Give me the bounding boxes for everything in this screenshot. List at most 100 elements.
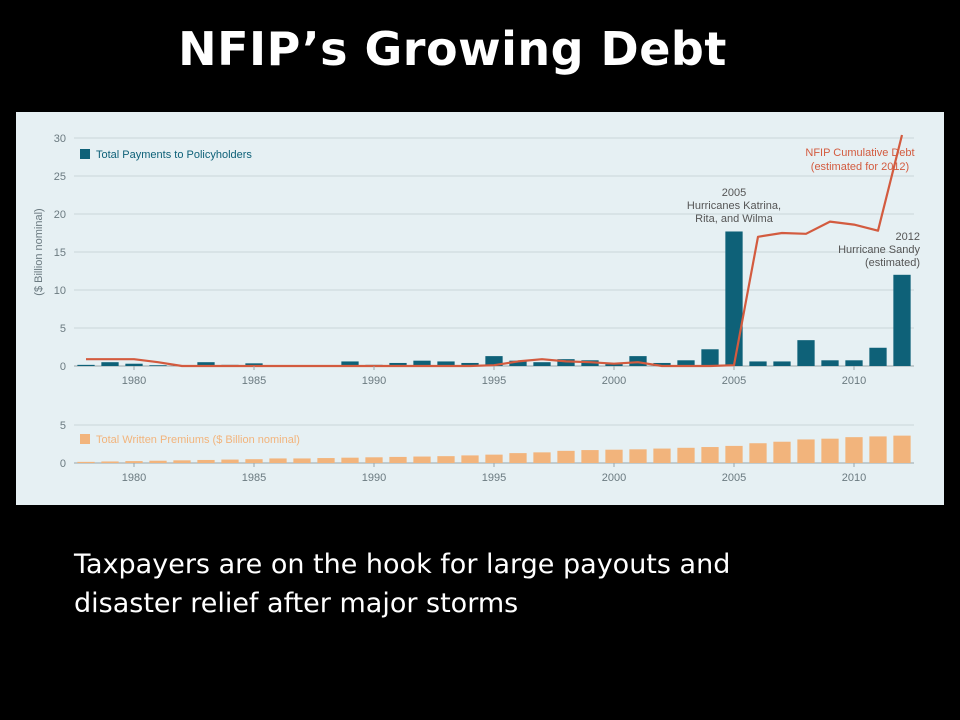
payments-bar-2008 xyxy=(797,340,815,366)
payments-bar-1992 xyxy=(413,360,431,366)
sandy-annotation-line-3: (estimated) xyxy=(865,257,920,269)
caption-line-1: Taxpayers are on the hook for large payo… xyxy=(74,549,731,580)
payments-bar-1979 xyxy=(101,362,119,366)
premiums-bar-1992 xyxy=(413,456,431,463)
top-ytick-25: 25 xyxy=(54,171,66,183)
payments-bar-1998 xyxy=(557,359,575,366)
premiums-bar-2006 xyxy=(749,443,767,463)
payments-bar-1981 xyxy=(149,365,167,366)
premiums-bar-1995 xyxy=(485,454,503,463)
premiums-bar-1981 xyxy=(149,460,167,463)
payments-bar-2006 xyxy=(749,361,767,366)
top-ytick-30: 30 xyxy=(54,133,66,145)
premiums-bar-1991 xyxy=(389,456,407,463)
payments-bar-2009 xyxy=(821,360,839,366)
bottom-xtick-1980: 1980 xyxy=(122,472,146,484)
payments-bar-2005 xyxy=(725,231,743,366)
bottom-xtick-1995: 1995 xyxy=(482,472,506,484)
premiums-bar-1993 xyxy=(437,456,455,463)
payments-bar-1985 xyxy=(245,363,263,366)
premiums-bar-1996 xyxy=(509,453,527,463)
premiums-bar-2000 xyxy=(605,449,623,463)
payments-bar-1983 xyxy=(197,362,215,366)
payments-bar-2000 xyxy=(605,364,623,366)
nfip-chart: 0 5 10 15 20 25 30 ($ Billion nominal) 1980 1985 1… xyxy=(33,133,920,484)
payments-bar-1991 xyxy=(389,362,407,366)
payments-bar-1996 xyxy=(509,360,527,366)
payments-bar-1997 xyxy=(533,362,551,366)
bottom-xtick-2005: 2005 xyxy=(722,472,746,484)
top-ytick-0: 0 xyxy=(60,361,66,373)
payments-legend-label: Total Payments to Policyholders xyxy=(96,149,252,161)
top-xtick-1990: 1990 xyxy=(362,375,386,387)
payments-bar-1995 xyxy=(485,356,503,366)
payments-bar-2011 xyxy=(869,347,887,366)
premiums-bar-2008 xyxy=(797,439,815,463)
bottom-xtick-2010: 2010 xyxy=(842,472,866,484)
premiums-bar-1987 xyxy=(293,458,311,463)
sandy-annotation-line-2: Hurricane Sandy xyxy=(838,244,920,256)
katrina-annotation-line-2: Hurricanes Katrina, xyxy=(687,200,781,212)
chart-panel: 0 5 10 15 20 25 30 ($ Billion nominal) 1980 1985 1… xyxy=(16,112,944,505)
premiums-bar-1997 xyxy=(533,452,551,463)
premiums-bar-2003 xyxy=(677,447,695,463)
katrina-annotation-line-3: Rita, and Wilma xyxy=(695,213,774,225)
premiums-bar-1989 xyxy=(341,457,359,463)
top-xtick-2010: 2010 xyxy=(842,375,866,387)
top-ylabel: ($ Billion nominal) xyxy=(33,208,45,295)
top-xtick-2000: 2000 xyxy=(602,375,626,387)
premiums-bar-2005 xyxy=(725,445,743,463)
katrina-annotation-line-1: 2005 xyxy=(722,187,746,199)
payments-bar-2003 xyxy=(677,360,695,366)
premiums-bar-1979 xyxy=(101,461,119,463)
premiums-bar-2007 xyxy=(773,441,791,463)
premiums-bar-2009 xyxy=(821,438,839,463)
premiums-bar-1978 xyxy=(77,461,95,463)
premiums-bar-2001 xyxy=(629,449,647,463)
payments-bar-1993 xyxy=(437,361,455,366)
premiums-bar-1984 xyxy=(221,459,239,463)
premiums-bar-1980 xyxy=(125,461,143,463)
debt-annotation-line-1: NFIP Cumulative Debt xyxy=(805,147,914,159)
caption-line-2: disaster relief after major storms xyxy=(74,588,519,619)
bottom-xtick-1985: 1985 xyxy=(242,472,266,484)
premiums-bar-1986 xyxy=(269,458,287,463)
premiums-bar-1999 xyxy=(581,450,599,463)
payments-bar-2007 xyxy=(773,361,791,366)
premiums-bar-2011 xyxy=(869,436,887,463)
payments-bar-1978 xyxy=(77,364,95,366)
premiums-legend-swatch xyxy=(80,434,90,444)
top-xtick-1995: 1995 xyxy=(482,375,506,387)
top-ytick-20: 20 xyxy=(54,209,66,221)
payments-bar-1980 xyxy=(125,363,143,366)
payments-bar-2001 xyxy=(629,356,647,366)
top-ytick-15: 15 xyxy=(54,247,66,259)
top-xtick-2005: 2005 xyxy=(722,375,746,387)
sandy-annotation-line-1: 2012 xyxy=(896,231,920,243)
payments-bar-1989 xyxy=(341,361,359,366)
bottom-ytick-0: 0 xyxy=(60,458,66,470)
top-xtick-1985: 1985 xyxy=(242,375,266,387)
premiums-bar-1983 xyxy=(197,459,215,463)
payments-bar-2004 xyxy=(701,349,719,366)
premiums-bar-2002 xyxy=(653,448,671,463)
payments-legend-swatch xyxy=(80,149,90,159)
premiums-bar-2010 xyxy=(845,437,863,463)
premiums-bar-2004 xyxy=(701,447,719,463)
bottom-xtick-2000: 2000 xyxy=(602,472,626,484)
premiums-bar-1982 xyxy=(173,460,191,463)
bottom-ytick-5: 5 xyxy=(60,420,66,432)
debt-line xyxy=(86,134,904,368)
premiums-bar-1998 xyxy=(557,450,575,463)
payments-bar-2002 xyxy=(653,362,671,366)
top-xtick-1980: 1980 xyxy=(122,375,146,387)
premiums-bar-1985 xyxy=(245,459,263,463)
debt-annotation-line-2: (estimated for 2012) xyxy=(811,161,909,173)
top-ytick-10: 10 xyxy=(54,285,66,297)
slide-caption: Taxpayers are on the hook for large payo… xyxy=(74,545,914,623)
premiums-bar-1988 xyxy=(317,458,335,463)
premiums-bar-2012 xyxy=(893,435,911,463)
premiums-bar-1990 xyxy=(365,457,383,463)
slide-title: NFIP’s Growing Debt xyxy=(178,22,727,76)
premiums-legend-label: Total Written Premiums ($ Billion nomina… xyxy=(96,434,300,446)
